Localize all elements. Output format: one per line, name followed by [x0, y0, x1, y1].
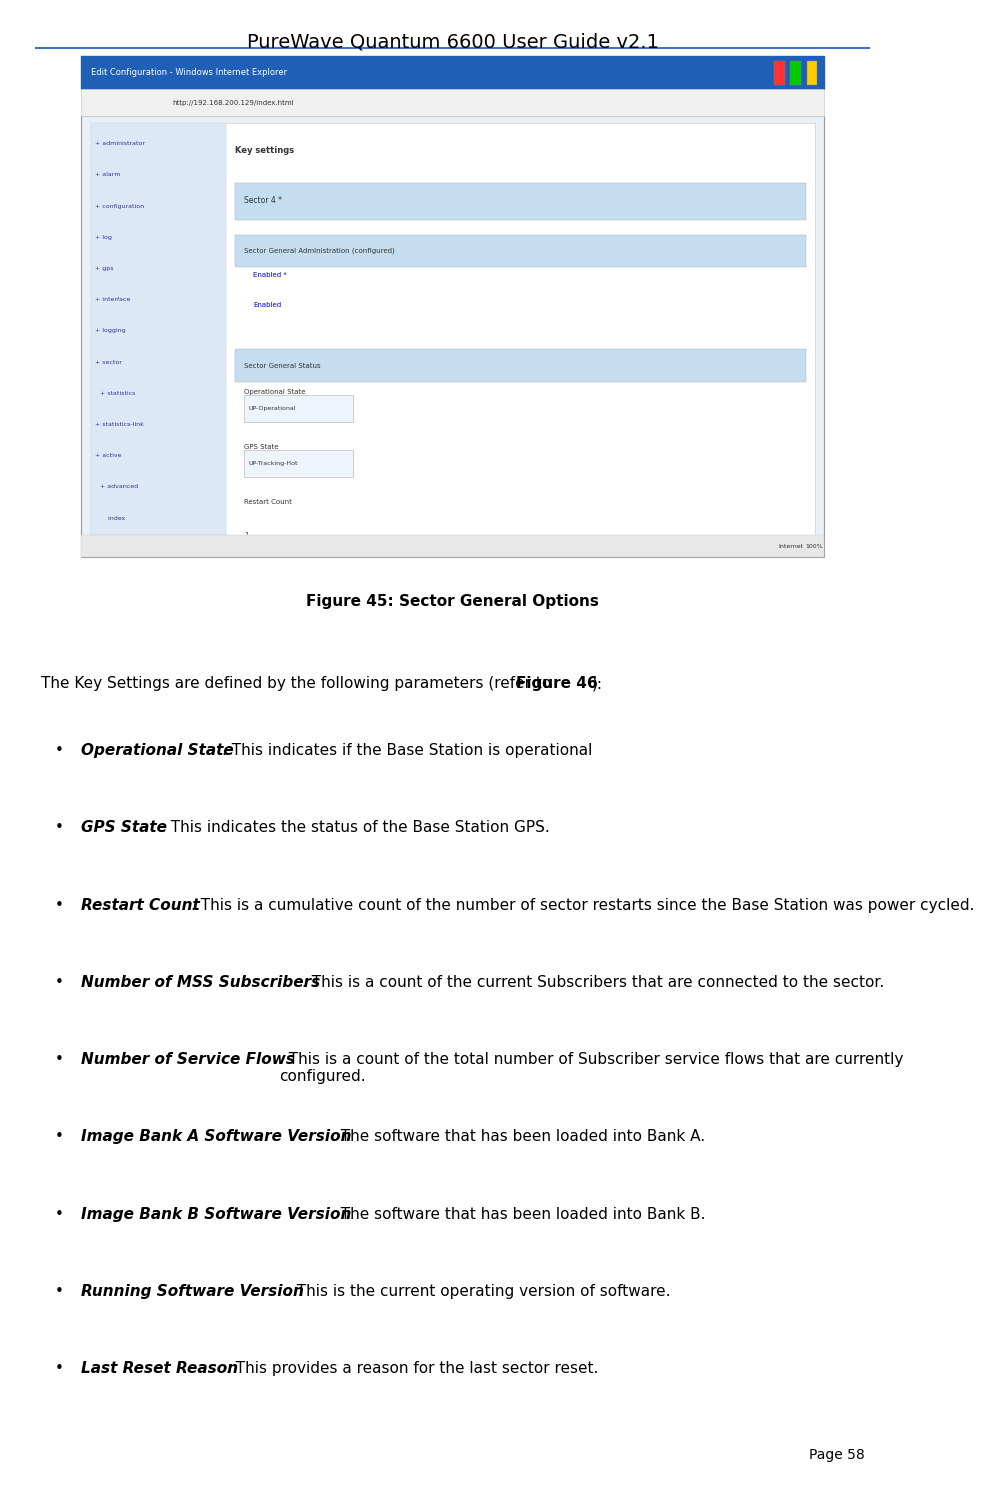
FancyBboxPatch shape — [235, 183, 805, 220]
Text: + interface: + interface — [95, 297, 130, 302]
Text: Edit Configuration - Windows Internet Explorer: Edit Configuration - Windows Internet Ex… — [90, 68, 286, 77]
FancyBboxPatch shape — [774, 61, 785, 85]
Text: ):: ): — [592, 676, 602, 691]
Text: Restart Count: Restart Count — [244, 499, 292, 505]
Text: + gps: + gps — [95, 266, 114, 270]
Text: Running Software Version: Running Software Version — [81, 1284, 304, 1299]
Text: + configuration: + configuration — [95, 204, 144, 208]
FancyBboxPatch shape — [81, 89, 824, 116]
Text: •: • — [54, 820, 63, 835]
FancyBboxPatch shape — [235, 235, 805, 267]
Text: Restart Count: Restart Count — [81, 898, 200, 912]
Text: Internet: Internet — [779, 544, 803, 548]
Text: Image Bank A Software Version: Image Bank A Software Version — [81, 1129, 352, 1144]
FancyBboxPatch shape — [806, 61, 817, 85]
Text: •: • — [54, 743, 63, 758]
Text: Sector 4 *: Sector 4 * — [244, 196, 283, 205]
Text: . This provides a reason for the last sector reset.: . This provides a reason for the last se… — [227, 1361, 598, 1376]
Text: + advanced: + advanced — [99, 484, 137, 489]
Text: Number of Service Flows: Number of Service Flows — [81, 1052, 295, 1067]
Text: Enabled *: Enabled * — [253, 272, 287, 278]
Text: . This is the current operating version of software.: . This is the current operating version … — [287, 1284, 671, 1299]
Text: •: • — [54, 1361, 63, 1376]
FancyBboxPatch shape — [244, 450, 353, 477]
Text: . This indicates if the Base Station is operational: . This indicates if the Base Station is … — [223, 743, 593, 758]
Text: . This is a cumulative count of the number of sector restarts since the Base Sta: . This is a cumulative count of the numb… — [191, 898, 974, 912]
Text: Operational State: Operational State — [244, 389, 306, 395]
Text: GPS State: GPS State — [81, 820, 168, 835]
Text: 100%: 100% — [805, 544, 823, 548]
Text: Page 58: Page 58 — [808, 1449, 864, 1462]
Text: + active: + active — [95, 453, 122, 458]
Text: 1: 1 — [244, 532, 249, 538]
Text: . This is a count of the total number of Subscriber service flows that are curre: . This is a count of the total number of… — [279, 1052, 904, 1085]
Text: UP-Tracking-Hot: UP-Tracking-Hot — [249, 461, 298, 467]
Text: GPS State: GPS State — [244, 444, 279, 450]
Text: + alarm: + alarm — [95, 172, 121, 177]
Text: •: • — [54, 898, 63, 912]
FancyBboxPatch shape — [235, 349, 805, 382]
Text: + logging: + logging — [95, 328, 126, 333]
Text: Key settings: Key settings — [235, 146, 294, 155]
Text: Sector General Administration (configured): Sector General Administration (configure… — [244, 248, 395, 254]
Text: Operational State: Operational State — [81, 743, 234, 758]
FancyBboxPatch shape — [81, 56, 824, 89]
Text: Sector General Status: Sector General Status — [244, 363, 321, 369]
Text: + log: + log — [95, 235, 112, 239]
Text: Image Bank B Software Version: Image Bank B Software Version — [81, 1207, 352, 1221]
Text: PureWave Quantum 6600 User Guide v2.1: PureWave Quantum 6600 User Guide v2.1 — [246, 33, 658, 52]
Text: + statistics-link: + statistics-link — [95, 422, 144, 426]
FancyBboxPatch shape — [791, 61, 801, 85]
Text: Figure 46: Figure 46 — [516, 676, 597, 691]
Text: Number of MSS Subscribers: Number of MSS Subscribers — [81, 975, 321, 990]
Text: •: • — [54, 975, 63, 990]
Text: http://192.168.200.129/index.html: http://192.168.200.129/index.html — [172, 100, 293, 106]
Text: •: • — [54, 1129, 63, 1144]
FancyBboxPatch shape — [81, 116, 824, 557]
Text: . This is a count of the current Subscribers that are connected to the sector.: . This is a count of the current Subscri… — [302, 975, 885, 990]
Text: . The software that has been loaded into Bank B.: . The software that has been loaded into… — [331, 1207, 705, 1221]
FancyBboxPatch shape — [244, 395, 353, 422]
Text: . The software that has been loaded into Bank A.: . The software that has been loaded into… — [331, 1129, 705, 1144]
Text: index: index — [104, 516, 126, 520]
Text: •: • — [54, 1207, 63, 1221]
Text: •: • — [54, 1284, 63, 1299]
Text: + sector: + sector — [95, 360, 122, 364]
Text: The Key Settings are defined by the following parameters (refer to: The Key Settings are defined by the foll… — [41, 676, 556, 691]
Text: + statistics: + statistics — [99, 391, 135, 395]
FancyBboxPatch shape — [90, 123, 227, 535]
Text: Last Reset Reason: Last Reset Reason — [81, 1361, 238, 1376]
FancyBboxPatch shape — [81, 535, 824, 557]
Text: + administrator: + administrator — [95, 141, 145, 146]
Text: •: • — [54, 1052, 63, 1067]
Text: . This indicates the status of the Base Station GPS.: . This indicates the status of the Base … — [161, 820, 549, 835]
Text: Figure 45: Sector General Options: Figure 45: Sector General Options — [306, 594, 599, 609]
Text: Enabled: Enabled — [253, 302, 282, 308]
FancyBboxPatch shape — [90, 123, 814, 535]
Text: UP-Operational: UP-Operational — [249, 406, 296, 412]
